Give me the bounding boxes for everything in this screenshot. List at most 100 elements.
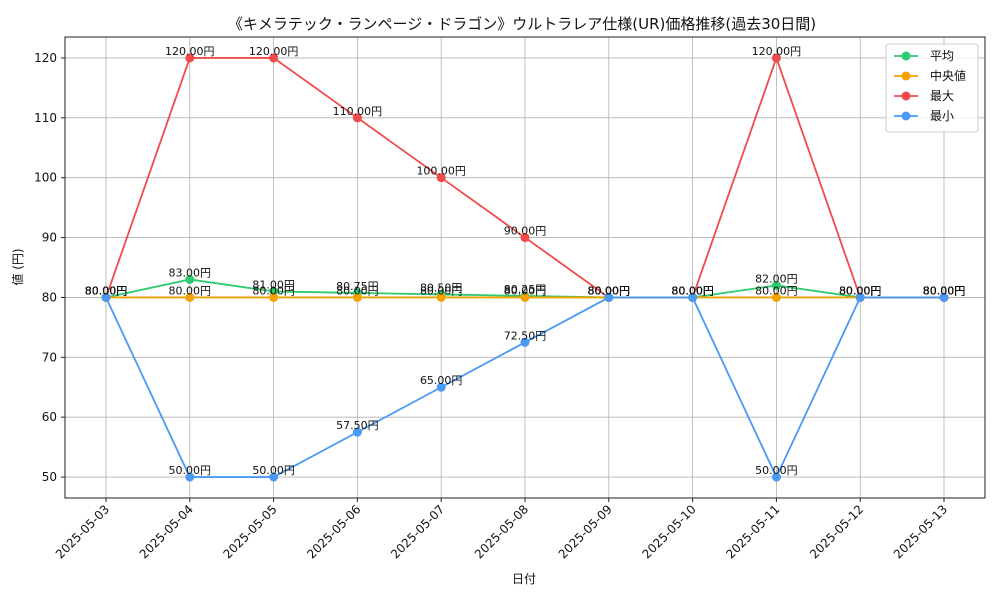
y-axis-label: 値 (円) [10, 248, 25, 285]
data-label: 65.00円 [420, 374, 463, 387]
data-label: 80.00円 [169, 284, 212, 297]
data-label: 80.00円 [923, 284, 966, 297]
data-label: 120.00円 [249, 45, 299, 58]
data-label: 120.00円 [165, 45, 215, 58]
legend-swatch-marker [901, 71, 911, 81]
data-point-最小 [436, 382, 446, 392]
data-label: 82.00円 [755, 272, 798, 285]
data-label: 81.00円 [252, 278, 295, 291]
data-label: 80.00円 [755, 284, 798, 297]
data-point-最小 [855, 292, 865, 302]
data-label: 50.00円 [169, 464, 212, 477]
data-label: 80.00円 [85, 284, 128, 297]
x-tick-label: 2025-05-13 [891, 502, 950, 561]
data-point-最小 [604, 292, 614, 302]
y-tick-label: 70 [42, 350, 57, 364]
data-point-中央値 [520, 292, 530, 302]
data-label: 80.00円 [85, 284, 128, 297]
data-point-中央値 [436, 292, 446, 302]
x-tick-label: 2025-05-03 [53, 502, 112, 561]
data-label: 80.75円 [336, 280, 379, 293]
data-label: 100.00円 [416, 165, 466, 178]
legend-entry: 最大 [930, 89, 954, 103]
legend-entry: 平均 [930, 49, 954, 63]
x-tick-label: 2025-05-09 [556, 502, 615, 561]
x-tick-label: 2025-05-10 [640, 502, 699, 561]
data-label: 80.00円 [839, 284, 882, 297]
data-label: 80.00円 [923, 284, 966, 297]
data-label: 80.00円 [671, 284, 714, 297]
data-label: 57.50円 [336, 419, 379, 432]
y-tick-label: 100 [34, 171, 57, 185]
data-label: 83.00円 [169, 266, 212, 279]
legend-box [885, 43, 979, 133]
legend-entry: 最小 [930, 109, 954, 123]
data-label: 80.00円 [588, 284, 631, 297]
data-point-平均 [185, 274, 195, 284]
data-label: 80.00円 [923, 284, 966, 297]
y-tick-label: 110 [34, 111, 57, 125]
data-label: 80.00円 [588, 284, 631, 297]
data-label: 80.00円 [671, 284, 714, 297]
data-label: 80.00円 [839, 284, 882, 297]
data-label: 72.50円 [504, 329, 547, 342]
x-tick-label: 2025-05-12 [807, 502, 866, 561]
data-label: 80.00円 [420, 284, 463, 297]
y-tick-label: 50 [42, 470, 57, 484]
data-label: 50.00円 [252, 464, 295, 477]
legend-swatch-marker [901, 51, 911, 61]
data-label: 80.25円 [504, 283, 547, 296]
data-point-最小 [520, 337, 530, 347]
data-label: 80.00円 [839, 284, 882, 297]
x-tick-label: 2025-05-11 [723, 502, 782, 561]
data-point-最小 [269, 472, 279, 482]
data-label: 80.00円 [839, 284, 882, 297]
data-label: 80.00円 [336, 284, 379, 297]
y-tick-label: 90 [42, 231, 57, 245]
x-tick-label: 2025-05-05 [221, 502, 280, 561]
data-point-最小 [101, 292, 111, 302]
data-point-最小 [939, 292, 949, 302]
data-point-最小 [771, 472, 781, 482]
data-point-中央値 [269, 292, 279, 302]
x-tick-label: 2025-05-04 [137, 502, 196, 561]
data-point-最大 [185, 53, 195, 63]
chart-title: 《キメラテック・ランページ・ドラゴン》ウルトラレア仕様(UR)価格推移(過去30… [228, 15, 816, 33]
data-point-最大 [269, 53, 279, 63]
x-axis-label: 日付 [512, 572, 536, 586]
data-label: 90.00円 [504, 225, 547, 238]
data-label: 120.00円 [752, 45, 802, 58]
data-point-最大 [352, 113, 362, 123]
data-point-最大 [520, 233, 530, 243]
data-point-最大 [771, 53, 781, 63]
data-point-最大 [436, 173, 446, 183]
x-tick-label: 2025-05-08 [472, 502, 531, 561]
data-point-最小 [352, 427, 362, 437]
axes-layer: 50 60 70 80 90 100 110 120 2025-05-03 2025-05-04 2… [34, 36, 986, 561]
y-tick-label: 60 [42, 410, 57, 424]
data-label: 50.00円 [755, 464, 798, 477]
data-point-中央値 [771, 292, 781, 302]
legend-swatch-marker [901, 111, 911, 121]
data-label: 80.00円 [671, 284, 714, 297]
data-label: 80.00円 [504, 284, 547, 297]
data-point-中央値 [352, 292, 362, 302]
data-label: 80.00円 [671, 284, 714, 297]
data-label: 80.00円 [85, 284, 128, 297]
data-label: 80.00円 [588, 284, 631, 297]
data-label: 110.00円 [333, 105, 383, 118]
data-label: 80.00円 [252, 284, 295, 297]
data-label: 80.00円 [85, 284, 128, 297]
data-point-最小 [185, 472, 195, 482]
series-layer [101, 53, 949, 482]
y-tick-label: 80 [42, 290, 57, 304]
data-point-最小 [688, 292, 698, 302]
data-label: 80.00円 [923, 284, 966, 297]
data-point-平均 [771, 280, 781, 290]
x-tick-label: 2025-05-07 [388, 502, 447, 561]
x-tick-label: 2025-05-06 [304, 502, 363, 561]
